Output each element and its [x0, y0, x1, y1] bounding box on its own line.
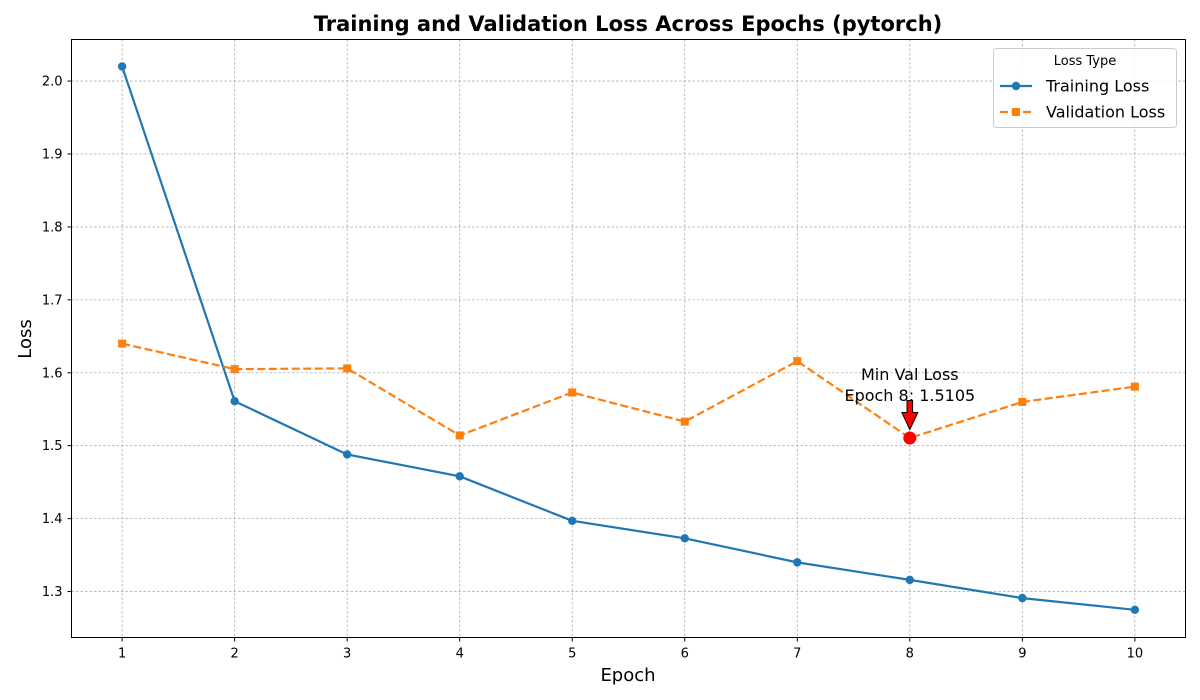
y-tick-label: 2.0	[42, 75, 63, 90]
legend: Loss Type Training Loss Validation Loss	[993, 48, 1177, 128]
legend-title: Loss Type	[1054, 54, 1117, 69]
data-point	[230, 397, 239, 406]
x-axis-label: Epoch	[600, 665, 655, 686]
data-point	[568, 388, 577, 397]
data-point	[230, 365, 239, 374]
series-line	[121, 66, 1135, 611]
legend-marker	[1011, 81, 1021, 91]
x-tick-label: 8	[906, 647, 914, 662]
series-training-loss	[117, 62, 1140, 614]
y-tick-label: 1.3	[42, 585, 63, 600]
data-point	[343, 364, 352, 373]
series-validation-loss	[118, 339, 1139, 443]
y-tick-label: 1.9	[42, 147, 63, 162]
min-val-marker	[903, 431, 917, 445]
plot-frame	[71, 39, 1186, 638]
data-point	[455, 472, 464, 481]
data-point	[342, 450, 352, 459]
y-tick-label: 1.5	[42, 439, 63, 454]
annotation-arrow	[901, 400, 919, 431]
annotation-layer: Min Val Loss Epoch 8: 1.5105	[844, 365, 975, 445]
data-point	[680, 534, 689, 543]
data-point	[793, 357, 802, 366]
legend-item-validation-loss: Validation Loss	[1000, 103, 1165, 122]
x-tick-label: 3	[343, 647, 351, 662]
y-tick-label: 1.7	[42, 293, 63, 308]
legend-box	[993, 48, 1177, 128]
data-point	[455, 431, 464, 440]
annotation-label-title: Min Val Loss	[861, 365, 959, 384]
x-tick-label: 2	[231, 647, 239, 662]
y-tick-label: 1.6	[42, 366, 63, 381]
legend-marker	[1012, 108, 1020, 116]
data-point	[118, 339, 127, 348]
x-tick-label: 6	[681, 647, 689, 662]
x-tick-label: 5	[568, 647, 576, 662]
data-point	[1130, 382, 1139, 391]
data-point	[793, 558, 802, 567]
data-point	[905, 575, 915, 585]
data-point	[680, 417, 689, 426]
x-tick-label: 10	[1127, 647, 1144, 662]
y-axis-ticks: 1.3 1.4 1.5 1.6 1.7 1.8 1.9 2.0	[42, 75, 72, 600]
series-layer	[117, 62, 1140, 614]
legend-item-training-loss: Training Loss	[1000, 77, 1149, 96]
x-tick-label: 9	[1018, 647, 1026, 662]
data-point	[1130, 605, 1140, 614]
data-point	[568, 516, 577, 526]
annotation-label-value: Epoch 8: 1.5105	[844, 386, 975, 405]
data-point	[1018, 397, 1027, 406]
y-tick-label: 1.4	[42, 512, 63, 527]
y-axis-label: Loss	[15, 319, 36, 358]
chart-title: Training and Validation Loss Across Epoc…	[314, 12, 943, 36]
grid-lines	[71, 39, 1186, 638]
legend-label: Training Loss	[1045, 77, 1149, 96]
x-tick-label: 7	[793, 647, 801, 662]
y-tick-label: 1.8	[42, 220, 63, 235]
x-tick-label: 4	[456, 647, 464, 662]
series-line	[121, 342, 1136, 440]
legend-label: Validation Loss	[1046, 103, 1165, 122]
x-axis-ticks: 1 2 3 4 5 6 7 8 9 10	[118, 637, 1144, 662]
data-point	[1018, 593, 1027, 603]
x-tick-label: 1	[118, 647, 126, 662]
data-point	[117, 62, 127, 71]
